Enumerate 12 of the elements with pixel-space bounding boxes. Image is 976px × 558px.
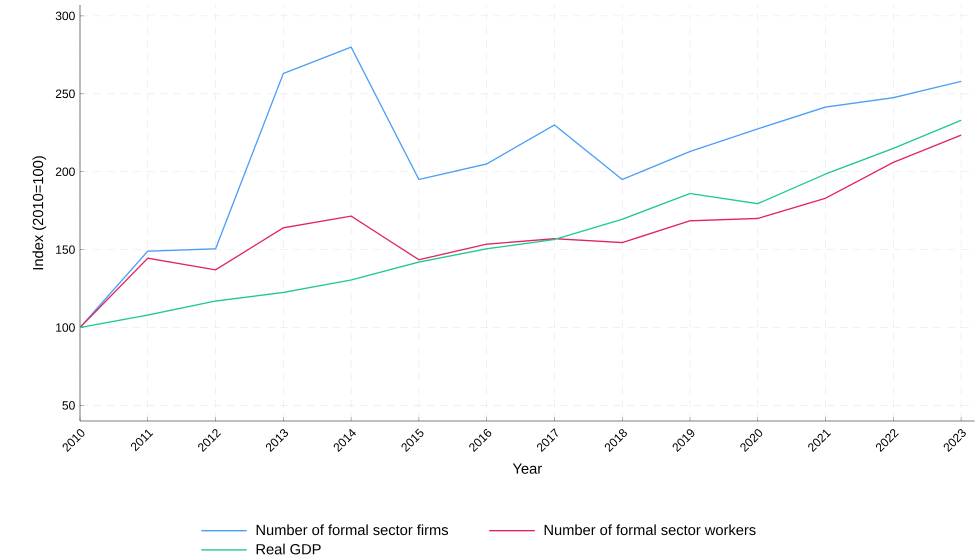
line-series	[80, 46, 962, 328]
legend-label: Real GDP	[256, 544, 321, 554]
x-axis-title: Year	[512, 464, 542, 474]
y-axis-title: Index (2010=100)	[32, 156, 46, 270]
y-tick-label: 300	[56, 12, 75, 20]
y-tick-label: 150	[56, 245, 75, 254]
y-tick-label: 50	[62, 401, 75, 410]
y-tick-label: 250	[56, 90, 75, 98]
legend-label: Number of formal sector workers	[544, 524, 756, 536]
y-tick-label: 100	[56, 323, 75, 332]
y-tick-label: 200	[56, 167, 75, 176]
legend-label: Number of formal sector firms	[256, 524, 448, 536]
